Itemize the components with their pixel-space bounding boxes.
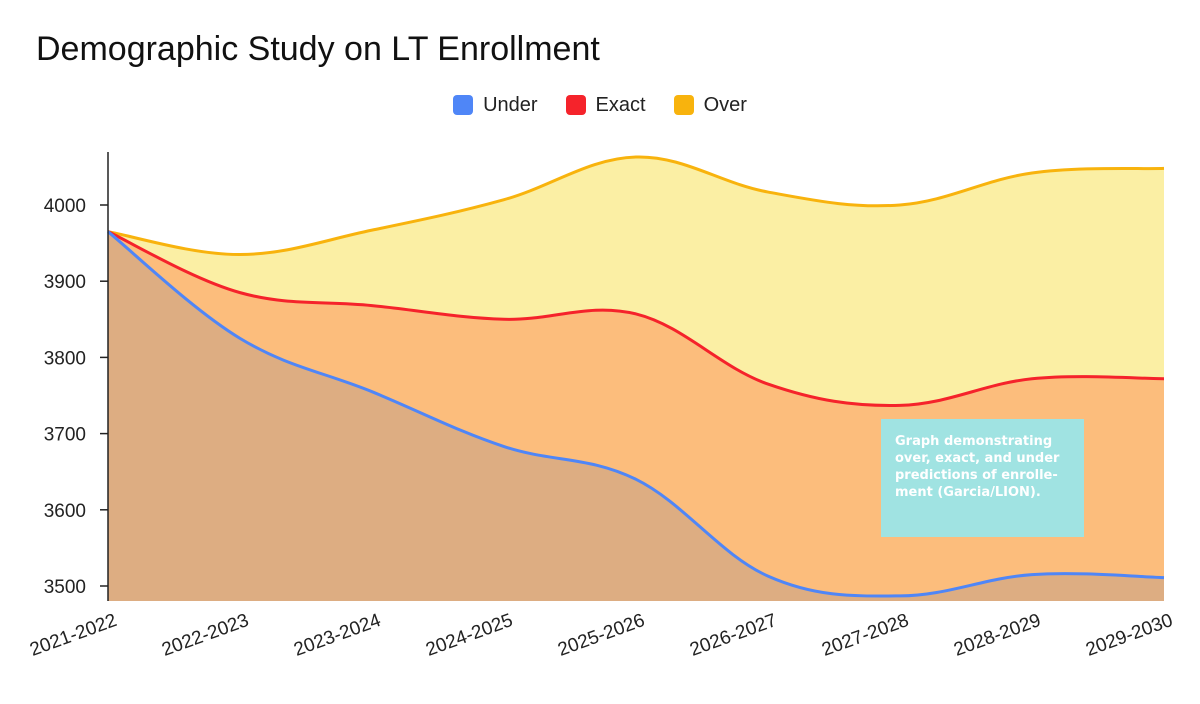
legend-item-over: Over <box>673 93 747 117</box>
legend-label: Exact <box>595 93 646 116</box>
legend-label: Over <box>703 93 747 116</box>
annotation-note: Graph demonstrating over, exact, and und… <box>881 419 1084 537</box>
y-tick-label: 3700 <box>44 425 86 446</box>
legend-item-under: Under <box>453 93 538 117</box>
x-tick-label: 2025-2026 <box>555 610 648 661</box>
legend-swatch <box>565 95 586 115</box>
series-line-over <box>107 155 1165 257</box>
y-tick-label: 3500 <box>44 577 86 598</box>
legend-label: Under <box>483 93 538 116</box>
legend-swatch <box>673 95 694 115</box>
x-tick-label: 2023-2024 <box>291 610 384 661</box>
x-tick-label: 2029-2030 <box>1083 610 1176 661</box>
legend: Under Exact Over <box>0 90 1200 120</box>
y-tick-label: 4000 <box>44 196 86 217</box>
x-tick-label: 2022-2023 <box>159 610 252 661</box>
area-under <box>108 231 1164 602</box>
x-tick-label: 2021-2022 <box>27 610 120 661</box>
x-tick-label: 2026-2027 <box>687 610 780 661</box>
legend-item-exact: Exact <box>565 93 646 117</box>
x-tick-label: 2027-2028 <box>819 610 912 661</box>
chart-title: Demographic Study on LT Enrollment <box>36 30 600 68</box>
y-tick-label: 3800 <box>44 348 86 369</box>
x-tick-label: 2028-2029 <box>951 610 1044 661</box>
series-line-under <box>107 230 1165 598</box>
x-tick-label: 2024-2025 <box>423 610 516 661</box>
y-tick-label: 3600 <box>44 501 86 522</box>
series-line-exact <box>107 230 1165 408</box>
y-tick-label: 3900 <box>44 272 86 293</box>
legend-swatch <box>453 95 474 115</box>
